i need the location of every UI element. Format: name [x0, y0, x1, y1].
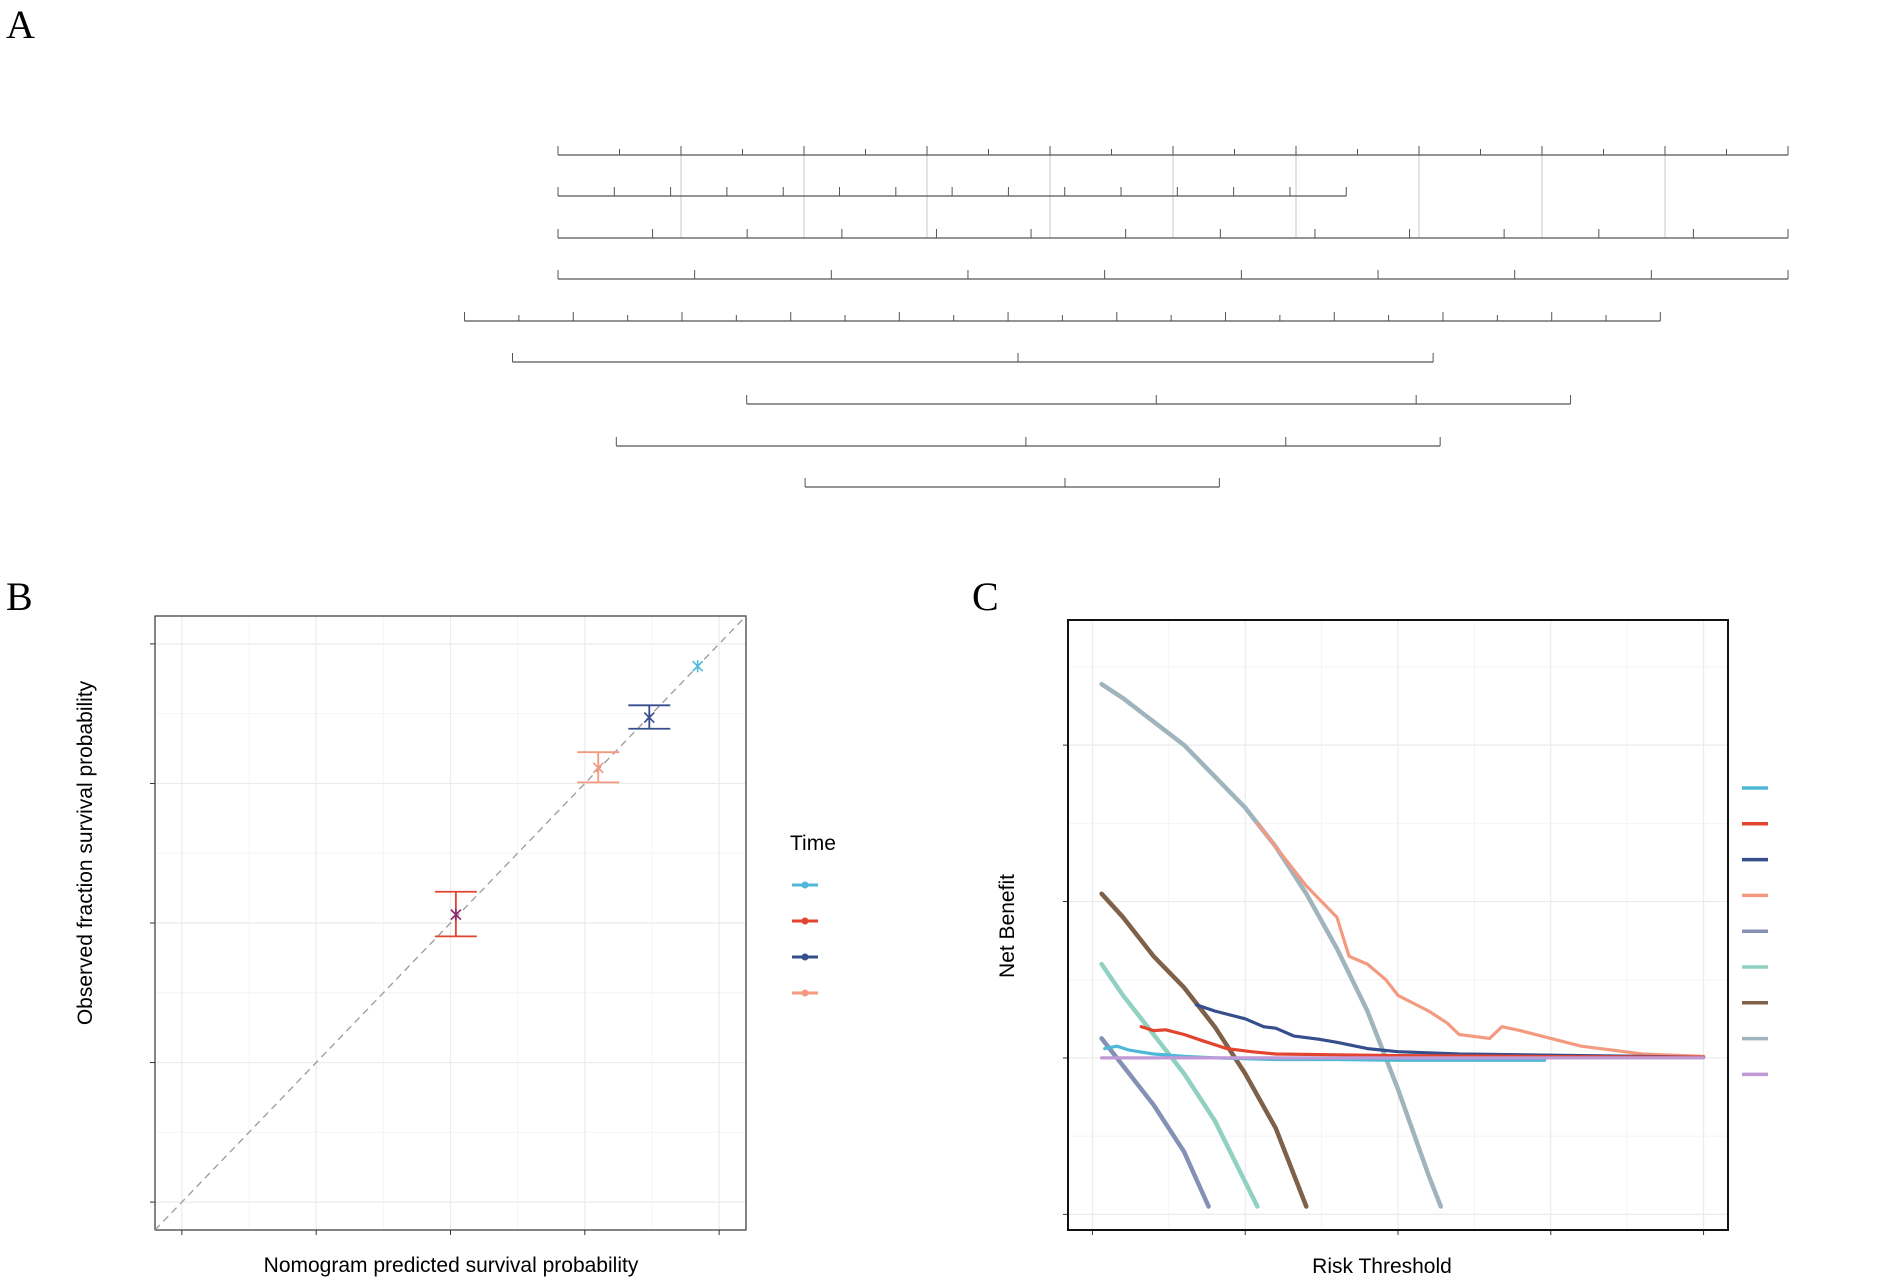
calibration-grid [155, 616, 746, 1230]
decision-curves [1099, 681, 1706, 1209]
curve-10-year-all [1099, 681, 1444, 1209]
calibration-axes [150, 615, 747, 1235]
calibration-y-axis-title: Observed fraction survival probability [74, 680, 97, 1025]
panel-b-letter: B [6, 574, 33, 619]
decision-x-axis-title: Risk Threshold [1312, 1255, 1452, 1278]
calibration-x-axis-title: Nomogram predicted survival probability [264, 1254, 639, 1277]
curve-3-year-all [1099, 961, 1260, 1209]
panel-c-letter: C [972, 574, 999, 619]
panel-c-decision-curve: C Risk Threshold Net Benefit [972, 574, 1768, 1278]
curve-3-year-model [1139, 1025, 1706, 1059]
panel-a-letter: A [6, 2, 35, 47]
legend-dot-1-year [801, 881, 809, 889]
legend-dot-5-year [801, 989, 809, 997]
plot-border [154, 615, 747, 1231]
nomogram-rows [464, 146, 1789, 488]
point-3-year [643, 711, 655, 724]
legend-dot-10-year [801, 917, 809, 925]
decision-legend [1742, 786, 1768, 1077]
point-10-year [450, 908, 462, 921]
point-5-year [592, 761, 604, 774]
curve-10-year-model [1255, 821, 1706, 1058]
legend-dot-3-year [801, 953, 809, 961]
decision-axes [1063, 619, 1729, 1235]
panel-a-nomogram: A [6, 2, 1789, 488]
calibration-points [154, 615, 747, 1231]
curve-1-year-all [1099, 1036, 1211, 1209]
panel-b-calibration: B Nomogram predicted survival probabilit… [6, 574, 836, 1277]
plot-border [1067, 619, 1729, 1231]
legend-title-time: Time [790, 832, 836, 855]
calibration-legend: Time [790, 832, 836, 997]
curve-5-year-model [1194, 1003, 1706, 1059]
decision-grid [1068, 620, 1728, 1230]
decision-y-axis-title: Net Benefit [996, 874, 1019, 978]
point-1-year [692, 660, 704, 673]
